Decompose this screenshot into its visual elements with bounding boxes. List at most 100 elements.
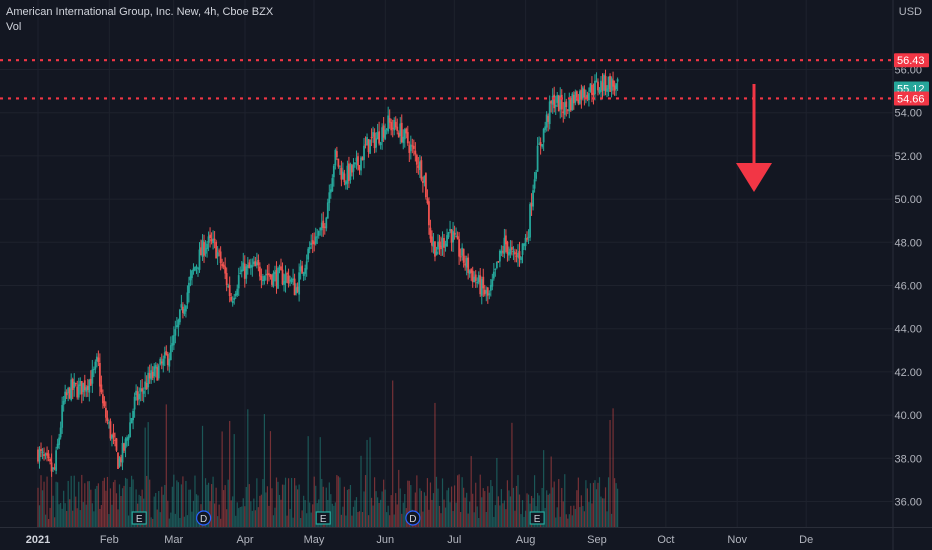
candle-body	[68, 388, 71, 399]
earnings-marker-icon[interactable]	[315, 511, 331, 525]
volume-bar	[213, 503, 216, 527]
volume-bar	[467, 513, 469, 527]
candle-body	[185, 305, 187, 312]
dividend-marker-icon[interactable]	[196, 510, 212, 526]
volume-bar	[523, 516, 525, 527]
volume-bar	[487, 486, 489, 527]
candle-body	[541, 144, 544, 147]
volume-bar	[466, 492, 468, 527]
volume-bar	[105, 490, 107, 527]
candle-body	[379, 142, 382, 146]
volume-bar	[396, 504, 398, 527]
candle-body	[560, 94, 563, 110]
candle-body	[524, 237, 527, 247]
volume-bar	[594, 480, 596, 527]
volume-bar	[102, 480, 104, 527]
dividend-marker-icon[interactable]	[405, 510, 421, 526]
candle-body	[194, 267, 196, 271]
candle-body	[437, 241, 439, 250]
volume-bar	[204, 478, 207, 527]
volume-bar	[562, 501, 564, 527]
candle-body	[360, 157, 362, 171]
volume-bar	[257, 507, 259, 527]
volume-bar	[404, 493, 406, 527]
volume-bar	[167, 500, 169, 527]
volume-bar	[81, 474, 83, 527]
volume-bar	[526, 493, 528, 527]
volume-bar	[346, 489, 349, 527]
time-tick-label: De	[799, 534, 813, 546]
volume-bar	[370, 497, 373, 527]
price-tick-label: 56.00	[894, 65, 922, 77]
volume-bar	[319, 437, 321, 527]
candle-body	[486, 287, 489, 296]
candle-body	[551, 95, 554, 105]
volume-bar	[57, 482, 59, 527]
volume-bar	[485, 511, 487, 527]
candle-body	[82, 382, 85, 393]
candle-body	[508, 252, 510, 256]
candle-body	[521, 243, 524, 255]
candle-body	[201, 240, 204, 257]
earnings-marker-icon[interactable]	[529, 511, 545, 525]
volume-bar	[90, 489, 92, 527]
candle-body	[252, 261, 255, 265]
volume-bar	[488, 492, 490, 527]
volume-bar	[357, 512, 359, 527]
candle-body	[240, 269, 243, 272]
volume-bar	[54, 517, 56, 527]
candle-body	[372, 132, 374, 137]
volume-bar	[112, 482, 115, 527]
volume-bar	[544, 507, 546, 527]
candle-body	[290, 279, 293, 283]
volume-bar	[67, 480, 69, 527]
time-tick-label: Nov	[727, 534, 747, 546]
candle-body	[307, 248, 310, 260]
time-tick-label: 2021	[26, 534, 50, 546]
volume-bar	[389, 515, 391, 527]
down-arrow-icon[interactable]	[736, 163, 772, 192]
volume-bar	[126, 478, 128, 527]
earnings-marker-icon[interactable]	[131, 511, 147, 525]
volume-bar	[437, 488, 439, 527]
candle-body	[346, 165, 349, 184]
candle-body	[59, 427, 62, 438]
volume-bar	[393, 514, 395, 527]
candle-body	[606, 88, 608, 92]
volume-bar	[378, 502, 380, 527]
candle-body	[441, 238, 444, 248]
volume-bar	[556, 507, 558, 527]
volume-bar	[268, 505, 270, 527]
volume-bar	[543, 450, 545, 527]
candle-body	[305, 261, 308, 270]
candle-body	[449, 228, 451, 232]
candle-body	[76, 386, 79, 398]
volume-bar	[60, 502, 62, 527]
candle-body	[171, 343, 174, 346]
volume-bar	[171, 486, 173, 527]
candle-body	[269, 274, 272, 277]
volume-bar	[61, 508, 63, 527]
volume-bar	[567, 518, 569, 527]
candle-body	[37, 449, 39, 462]
volume-bar	[182, 476, 184, 527]
candle-body	[322, 220, 325, 228]
candle-body	[212, 238, 214, 244]
candle-body	[108, 422, 110, 424]
candle-body	[62, 400, 65, 405]
candle-body	[148, 373, 151, 379]
price-badge-label: 54.66	[897, 93, 925, 105]
candle-body	[263, 276, 266, 282]
volume-bar	[559, 516, 561, 527]
candle-body	[370, 136, 373, 139]
candle-body	[123, 443, 125, 451]
volume-bar	[263, 414, 266, 527]
candle-body	[175, 325, 178, 327]
volume-bar	[603, 498, 605, 527]
volume-bar	[604, 487, 607, 527]
volume-bar	[280, 499, 282, 527]
volume-bar	[287, 478, 290, 527]
candle-body	[488, 293, 491, 296]
event-marker-label: D	[409, 514, 416, 525]
